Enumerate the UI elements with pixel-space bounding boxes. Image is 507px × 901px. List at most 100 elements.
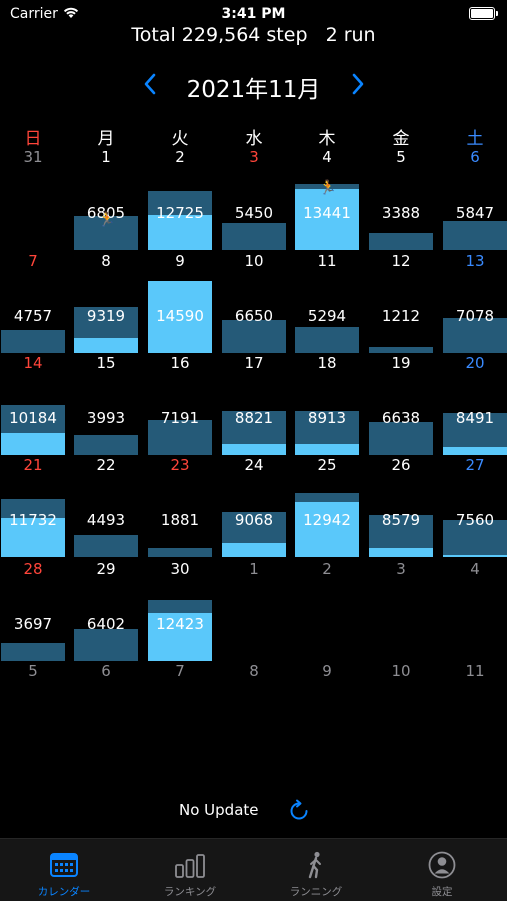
day-number: 22 — [96, 456, 116, 474]
day-number: 30 — [170, 560, 190, 578]
day-cell[interactable]: 8579 — [369, 511, 433, 557]
day-cell[interactable]: 3388 — [369, 204, 433, 250]
prev-month-button[interactable] — [134, 68, 166, 100]
day-step-count: 8491 — [455, 409, 495, 427]
day-number: 4 — [322, 148, 332, 166]
goal-progress-fill — [1, 433, 65, 455]
day-number: 14 — [23, 354, 43, 372]
day-number: 6 — [101, 662, 111, 680]
day-number: 26 — [391, 456, 411, 474]
day-step-count: 8913 — [307, 409, 347, 427]
day-cell[interactable]: 9068 — [222, 511, 286, 557]
day-step-count: 6638 — [381, 409, 421, 427]
day-number: 20 — [465, 354, 485, 372]
day-step-count: 8579 — [381, 511, 421, 529]
day-step-count: 11732 — [9, 511, 57, 529]
day-cell[interactable]: 8913 — [295, 409, 359, 455]
day-step-count: 7078 — [455, 307, 495, 325]
day-cell[interactable]: 12942 — [295, 493, 359, 557]
tab-bar: カレンダー ランキング ランニング 設定 — [0, 838, 507, 901]
day-step-count: 6805 — [86, 204, 126, 222]
goal-progress-fill — [369, 548, 433, 557]
day-step-count: 5450 — [234, 204, 274, 222]
chevron-left-icon — [144, 73, 156, 95]
day-cell[interactable]: 9319 — [74, 307, 138, 353]
day-step-count: 9319 — [86, 307, 126, 325]
tab-calendar[interactable]: カレンダー — [1, 839, 127, 901]
day-cell[interactable]: 6805 🏃 — [74, 204, 138, 250]
tab-settings[interactable]: 設定 — [379, 839, 505, 901]
month-header: 2021年11月 — [0, 68, 507, 103]
day-cell[interactable]: 5847 — [443, 204, 507, 250]
tab-label-ranking: ランキング — [163, 886, 217, 898]
total-steps: Total 229,564 step — [131, 24, 308, 46]
day-cell[interactable]: 7191 — [148, 409, 212, 455]
day-step-count: 5294 — [307, 307, 347, 325]
day-number: 25 — [317, 456, 337, 474]
day-number: 9 — [175, 252, 185, 270]
day-cell[interactable]: 8491 — [443, 409, 507, 455]
day-number: 10 — [244, 252, 264, 270]
update-bar: No Update — [0, 796, 507, 826]
refresh-button[interactable] — [286, 798, 312, 824]
day-cell[interactable]: 4493 — [74, 511, 138, 557]
day-step-count: 6650 — [234, 307, 274, 325]
day-number: 21 — [23, 456, 43, 474]
day-step-count: 14590 — [156, 307, 204, 325]
refresh-icon — [290, 799, 308, 820]
day-cell[interactable]: 6638 — [369, 409, 433, 455]
day-number: 7 — [28, 252, 38, 270]
day-number: 3 — [396, 560, 406, 578]
month-title: 2021年11月 — [186, 77, 321, 103]
day-cell[interactable]: 12725 — [148, 191, 212, 250]
day-number: 5 — [396, 148, 406, 166]
day-number: 17 — [244, 354, 264, 372]
day-cell[interactable]: 12423 — [148, 600, 212, 661]
goal-progress-fill — [1, 518, 65, 557]
day-cell[interactable]: 3993 — [74, 409, 138, 455]
day-cell[interactable]: 1212 — [369, 307, 433, 353]
day-cell[interactable]: 10184 — [1, 405, 65, 455]
goal-progress-fill — [443, 555, 507, 557]
day-cell[interactable]: 4757 — [1, 307, 65, 353]
day-cell[interactable]: 6402 — [74, 615, 138, 661]
tab-label-running: ランニング — [289, 886, 343, 898]
day-step-count: 1881 — [160, 511, 200, 529]
goal-progress-fill — [222, 444, 286, 455]
day-cell[interactable]: 3697 — [1, 615, 65, 661]
day-number: 8 — [249, 662, 259, 680]
day-number: 2 — [322, 560, 332, 578]
day-cell[interactable]: 5450 — [222, 204, 286, 250]
person-circle-icon — [428, 851, 456, 879]
day-number: 12 — [391, 252, 411, 270]
day-cell[interactable]: 8821 — [222, 409, 286, 455]
day-cell[interactable]: 6650 — [222, 307, 286, 353]
step-summary: Total 229,564 step 2 run — [0, 24, 507, 52]
day-number: 1 — [101, 148, 111, 166]
day-number: 19 — [391, 354, 411, 372]
weekday-header: 日月火水木金土 — [0, 124, 507, 149]
next-month-button[interactable] — [342, 68, 374, 100]
day-cell[interactable]: 14590 — [148, 281, 212, 353]
battery-icon — [469, 7, 498, 20]
day-cell[interactable]: 7560 — [443, 511, 507, 557]
day-step-count: 4757 — [13, 307, 53, 325]
day-number: 4 — [470, 560, 480, 578]
tab-running[interactable]: ランニング — [253, 839, 379, 901]
day-step-count: 4493 — [86, 511, 126, 529]
day-step-count: 3993 — [86, 409, 126, 427]
goal-progress-fill — [74, 338, 138, 353]
tab-ranking[interactable]: ランキング — [127, 839, 253, 901]
day-cell[interactable]: 1881 — [148, 511, 212, 557]
weekday-label: 日 — [24, 129, 42, 149]
runner-icon — [308, 851, 321, 879]
day-step-count: 6402 — [86, 615, 126, 633]
day-number: 28 — [23, 560, 43, 578]
day-cell[interactable]: 7078 — [443, 307, 507, 353]
day-cell[interactable]: 5294 — [295, 307, 359, 353]
day-cell[interactable]: 11732 — [1, 499, 65, 557]
day-cell[interactable]: 13441 🏃 — [295, 181, 359, 250]
day-number: 31 — [23, 148, 43, 166]
goal-progress-fill — [295, 502, 359, 557]
day-number: 18 — [317, 354, 337, 372]
